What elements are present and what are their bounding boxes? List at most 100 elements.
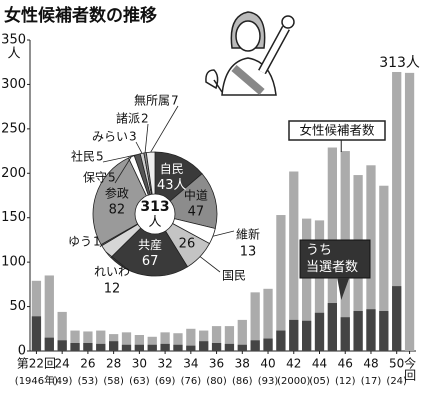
pie-label: みらい: [92, 130, 128, 144]
legend-box: [299, 239, 371, 279]
pie-value-label: 12: [104, 282, 121, 297]
x-tick-label: 第22回: [17, 357, 56, 371]
bar: [96, 330, 106, 351]
x-tick-label: 24: [55, 357, 70, 371]
bar: [314, 312, 325, 351]
bar: [366, 309, 376, 351]
bar: [224, 326, 235, 351]
bar: [57, 340, 67, 351]
pie-value-label: 5: [108, 171, 116, 185]
legend-label: うち当選者数: [306, 243, 358, 275]
bar: [57, 311, 67, 351]
bar: [96, 343, 106, 351]
leader-line: [105, 251, 127, 269]
bar: [237, 344, 247, 351]
x-tick-label: 42: [286, 357, 301, 371]
bar: [173, 344, 183, 351]
y-tick-label: 300: [1, 77, 26, 92]
legend-box: [288, 120, 386, 141]
y-tick-label: 100: [1, 255, 26, 270]
pie-value-label: 43人: [157, 178, 187, 193]
pie-label: 中道: [184, 188, 208, 203]
x-tick-sublabel: (80): [206, 376, 227, 387]
bar: [147, 344, 157, 351]
x-tick-sublabel: (93): [258, 376, 279, 387]
bar: [31, 316, 42, 351]
bar: [263, 288, 273, 351]
bar: [186, 345, 196, 351]
leader-line: [144, 123, 149, 153]
leader-line: [150, 105, 179, 153]
x-tick-label: 48: [363, 357, 378, 371]
pie-value-label: 5: [96, 150, 104, 164]
bar: [134, 335, 144, 351]
legend-line: 当選者数: [306, 260, 358, 275]
bar: [70, 330, 80, 351]
leader-line: [199, 256, 221, 273]
bar: [186, 328, 196, 351]
x-tick-label: 28: [106, 357, 121, 371]
x-tick-sublabel: (2000): [277, 376, 310, 387]
bar: [379, 311, 389, 351]
bar: [211, 326, 222, 351]
bar: [160, 332, 170, 351]
bar: [289, 319, 299, 351]
x-tick-sublabel: (63): [129, 376, 150, 387]
pie-label: 維新: [236, 227, 260, 242]
y-tick-label: 150: [1, 210, 26, 225]
x-tick-sublabel: (1946年): [15, 374, 58, 387]
x-tick-sublabel: (24): [386, 376, 407, 387]
x-tick-label: 40: [260, 357, 275, 371]
bar: [160, 343, 170, 351]
y-axis-label: 人: [7, 47, 20, 62]
leader-line: [114, 156, 132, 184]
x-tick-sublabel: (05): [309, 376, 330, 387]
legend-total: 女性候補者数: [288, 120, 386, 152]
x-tick-label: 32: [157, 357, 172, 371]
bar: [224, 343, 235, 351]
x-tick-label: 26: [80, 357, 95, 371]
pie-slice: [92, 157, 156, 246]
bar: [276, 330, 286, 351]
x-tick-label: 34: [183, 357, 198, 371]
bar: [276, 215, 286, 351]
bar: [404, 72, 415, 352]
legend-label: 女性候補者数: [299, 123, 375, 138]
pie-total-number: 313: [140, 199, 169, 215]
bar: [211, 343, 222, 351]
x-tick-label: 44: [312, 357, 327, 371]
pie-total: 313 人: [140, 199, 169, 230]
pie-value-label: 3: [129, 130, 137, 144]
legend-pointer: [337, 278, 350, 300]
bar: [366, 165, 376, 351]
legend-line: うち: [306, 243, 332, 258]
pie-label: 無所属: [134, 93, 170, 108]
pie-value-label: 7: [171, 94, 179, 108]
y-tick-label: 50: [9, 299, 26, 314]
bar: [289, 171, 299, 351]
value-label: 313人: [379, 55, 420, 71]
leader-line: [99, 244, 102, 248]
legend-elected: うち当選者数: [299, 239, 371, 300]
bar: [314, 220, 325, 351]
pie-label: 社民: [71, 149, 95, 164]
pie-value-label: 13: [240, 245, 257, 260]
bar: [83, 331, 93, 351]
x-tick-label: 30: [132, 357, 147, 371]
x-tick-label: 50: [389, 357, 404, 371]
bar: [109, 341, 119, 351]
pie-hole: [134, 193, 176, 235]
leader-line: [135, 141, 143, 154]
pie-label: ゆう: [68, 235, 92, 249]
bar: [327, 303, 337, 351]
bar: [31, 280, 42, 351]
pie-value-label: 26: [179, 237, 196, 252]
x-tick-sublabel: (76): [181, 376, 202, 387]
bar: [121, 332, 132, 351]
bar: [134, 344, 144, 351]
bar: [379, 185, 389, 351]
y-tick-label: 200: [1, 166, 26, 181]
bar: [302, 218, 312, 351]
pie-value-label: 67: [142, 254, 159, 269]
